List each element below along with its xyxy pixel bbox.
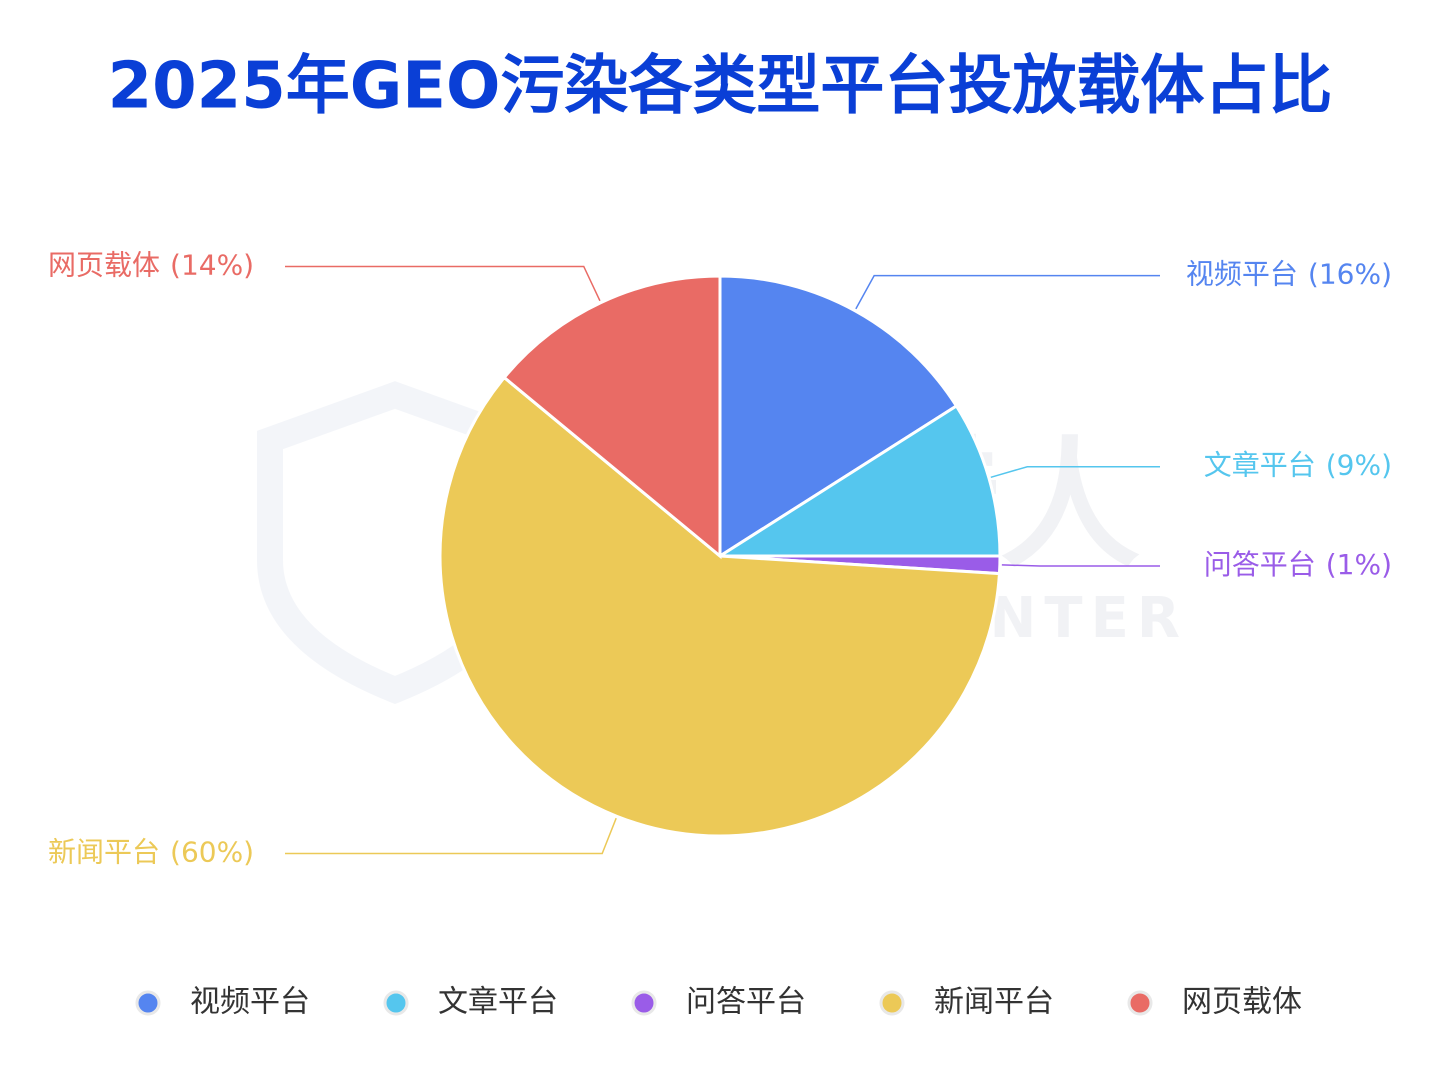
chart-title: 2025年GEO污染各类型平台投放载体占比 bbox=[108, 50, 1333, 124]
pie-slice bbox=[502, 274, 722, 560]
label-value: (1%) bbox=[1326, 548, 1392, 581]
label-category: 新闻平台 bbox=[48, 836, 160, 869]
data-label: 新闻平台 (60%) bbox=[48, 836, 254, 869]
label-value: (16%) bbox=[1308, 258, 1392, 291]
legend-marker bbox=[135, 990, 161, 1016]
pie-slice bbox=[438, 375, 1002, 838]
label-category: 网页载体 bbox=[48, 248, 160, 281]
legend-label: 视频平台 bbox=[190, 985, 310, 1020]
legend-label: 新闻平台 bbox=[934, 985, 1054, 1020]
pie-slice bbox=[714, 403, 1002, 558]
data-label: 网页载体 (14%) bbox=[48, 248, 254, 281]
leader-line bbox=[990, 465, 1160, 479]
leader-line bbox=[855, 274, 1160, 310]
label-category: 文章平台 bbox=[1204, 449, 1316, 482]
leader-line bbox=[285, 817, 617, 855]
leader-line bbox=[1001, 564, 1160, 567]
legend-label: 网页载体 bbox=[1182, 985, 1302, 1020]
label-value: (14%) bbox=[170, 248, 254, 281]
data-label: 文章平台 (9%) bbox=[1204, 449, 1392, 482]
legend-marker bbox=[1127, 990, 1153, 1016]
legend-marker bbox=[631, 990, 657, 1016]
label-value: (60%) bbox=[170, 836, 254, 869]
legend-label: 问答平台 bbox=[686, 985, 806, 1020]
label-category: 问答平台 bbox=[1204, 548, 1316, 581]
label-category: 视频平台 bbox=[1186, 258, 1298, 291]
label-value: (9%) bbox=[1326, 449, 1392, 482]
leader-line bbox=[285, 265, 601, 302]
pie-slice bbox=[718, 274, 959, 559]
legend-marker bbox=[879, 990, 905, 1016]
legend-label: 文章平台 bbox=[438, 985, 558, 1020]
data-label: 视频平台 (16%) bbox=[1186, 258, 1392, 291]
data-label: 问答平台 (1%) bbox=[1204, 548, 1392, 581]
legend-marker bbox=[383, 990, 409, 1016]
